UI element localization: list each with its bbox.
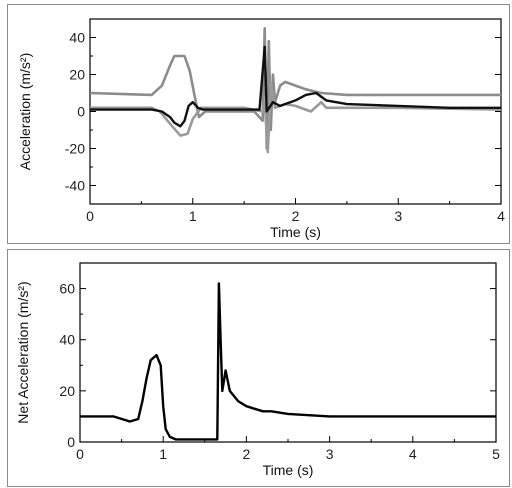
y-tick-label: 60 bbox=[59, 281, 75, 297]
x-tick-label: 2 bbox=[292, 208, 300, 224]
x-tick-label: 1 bbox=[159, 446, 167, 462]
x-tick-label: 2 bbox=[243, 446, 251, 462]
plot-frame bbox=[89, 18, 502, 205]
y-tick-label: 0 bbox=[67, 434, 75, 450]
x-tick-label: 4 bbox=[497, 208, 505, 224]
x-tick-label: 3 bbox=[394, 208, 402, 224]
y-tick-label: 0 bbox=[77, 104, 85, 120]
x-axis-title: Time (s) bbox=[270, 224, 321, 240]
series-line-1 bbox=[89, 27, 501, 150]
x-tick-label: 4 bbox=[409, 446, 417, 462]
x-tick-label: 0 bbox=[86, 208, 94, 224]
x-tick-label: 5 bbox=[492, 446, 500, 462]
y-tick-label: -20 bbox=[65, 141, 85, 157]
y-tick-label: -40 bbox=[65, 178, 85, 194]
acceleration-chart: 0 1 2 3 4 40 20 0 -20 -40 Time (s) Acceleration (m/… bbox=[17, 18, 505, 240]
y-axis-title: Net Acceleration (m/s²) bbox=[15, 281, 31, 423]
x-axis-title: Time (s) bbox=[263, 462, 314, 478]
series-line-1 bbox=[80, 282, 496, 441]
plot-frame bbox=[79, 262, 497, 443]
y-tick-label: 40 bbox=[59, 332, 75, 348]
x-tick-label: 1 bbox=[189, 208, 197, 224]
series-line-2 bbox=[90, 82, 502, 154]
y-tick-label: 20 bbox=[59, 383, 75, 399]
x-tick-label: 3 bbox=[326, 446, 334, 462]
series-line-3 bbox=[90, 45, 501, 128]
bottom-chart-panel: 0 1 2 3 4 5 60 40 20 0 Time (s) Net Acceleration (m… bbox=[7, 249, 510, 487]
x-tick-label: 0 bbox=[76, 446, 84, 462]
y-tick-label: 40 bbox=[69, 30, 85, 46]
y-tick-label: 20 bbox=[69, 67, 85, 83]
y-axis-title: Acceleration (m/s²) bbox=[17, 53, 33, 170]
net-acceleration-chart: 0 1 2 3 4 5 60 40 20 0 Time (s) Net Acceleration (m… bbox=[15, 262, 500, 478]
top-chart-panel: 0 1 2 3 4 40 20 0 -20 -40 Time (s) Acceleration (m/… bbox=[7, 4, 510, 244]
